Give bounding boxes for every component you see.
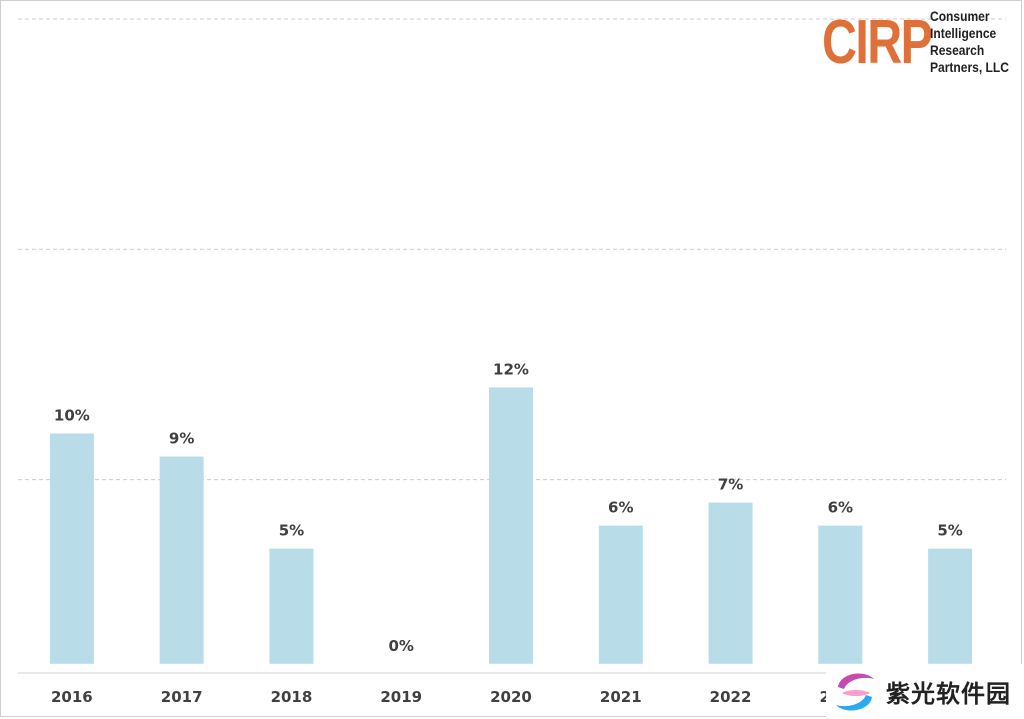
x-tick-2020: 2020 xyxy=(490,688,532,706)
x-tick-2022: 2022 xyxy=(710,688,752,706)
bar-2018 xyxy=(269,548,314,664)
bar-2020 xyxy=(489,387,533,664)
bar-2021 xyxy=(598,525,643,664)
bar-2024 xyxy=(928,548,973,664)
x-tick-2019: 2019 xyxy=(380,688,422,706)
data-label-2020: 12% xyxy=(493,360,529,378)
data-labels: 10% 9% 5% 0% 12% 6% 7% 6% 5% xyxy=(54,360,963,654)
logo-line: Consumer xyxy=(930,8,990,24)
swirl-logo-icon xyxy=(836,672,874,711)
data-label-2016: 10% xyxy=(54,407,90,425)
watermark-text: 紫光软件园 xyxy=(886,680,1011,708)
logo-line: Intelligence xyxy=(930,25,997,41)
bar-2017 xyxy=(159,456,204,664)
data-label-2017: 9% xyxy=(169,430,194,448)
x-tick-2021: 2021 xyxy=(600,688,642,706)
bars xyxy=(49,387,973,664)
logo-company-name: Consumer Intelligence Research Partners,… xyxy=(930,8,1009,76)
data-label-2022: 7% xyxy=(718,476,743,494)
data-label-2023: 6% xyxy=(828,499,853,517)
bar-2023 xyxy=(818,525,863,664)
x-tick-2017: 2017 xyxy=(161,688,203,706)
data-label-2024: 5% xyxy=(937,522,962,540)
logo-line: Partners, LLC xyxy=(930,59,1009,75)
data-label-2019: 0% xyxy=(388,637,413,655)
cirp-logo: CIRP Consumer Intelligence Research Part… xyxy=(822,6,1018,84)
data-label-2021: 6% xyxy=(608,499,633,517)
x-tick-2018: 2018 xyxy=(271,688,313,706)
x-tick-2016: 2016 xyxy=(51,688,93,706)
data-label-2018: 5% xyxy=(279,522,304,540)
bar-2016 xyxy=(49,433,94,664)
watermark: 紫光软件园 xyxy=(826,664,1024,719)
logo-line: Research xyxy=(930,42,985,58)
logo-mark: CIRP xyxy=(822,8,933,77)
bar-2022 xyxy=(708,502,753,664)
